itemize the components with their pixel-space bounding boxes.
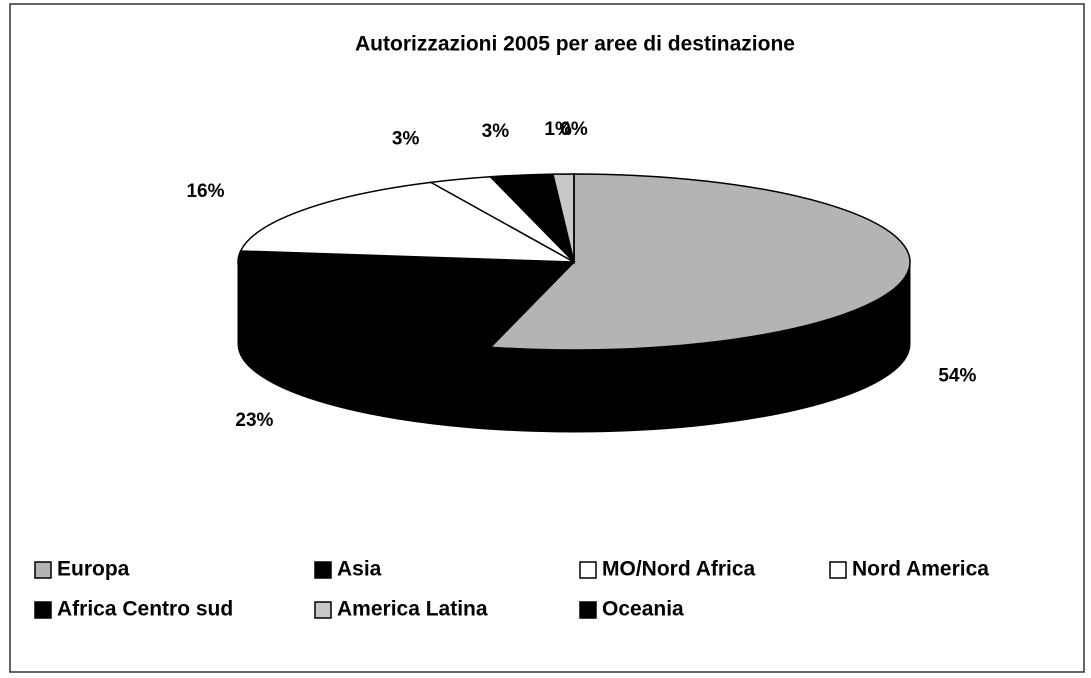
legend-label: Oceania	[602, 598, 684, 621]
legend-label: America Latina	[337, 598, 488, 621]
pie-slice	[239, 181, 575, 263]
legend-label: Asia	[337, 558, 382, 581]
chart-title: Autorizzazioni 2005 per aree di destinaz…	[355, 33, 795, 56]
legend-swatch	[579, 601, 597, 619]
data-label: 3%	[392, 129, 420, 150]
data-label: 23%	[235, 410, 273, 431]
data-label: 3%	[482, 121, 510, 142]
legend-swatch	[34, 601, 52, 619]
legend-label: MO/Nord Africa	[602, 558, 756, 581]
data-label: 54%	[938, 366, 976, 387]
pie-slice	[237, 250, 576, 349]
legend-label: Africa Centro sud	[57, 598, 233, 621]
pie-slice	[488, 173, 911, 351]
legend-swatch	[314, 561, 332, 579]
legend-label: Europa	[57, 558, 130, 581]
legend-swatch	[34, 561, 52, 579]
legend-swatch	[829, 561, 847, 579]
data-label: 16%	[186, 181, 224, 202]
legend-swatch	[314, 601, 332, 619]
legend-swatch	[579, 561, 597, 579]
data-label: 0%	[560, 119, 588, 140]
data-label: 1%	[544, 119, 572, 140]
legend-label: Nord America	[852, 558, 989, 581]
